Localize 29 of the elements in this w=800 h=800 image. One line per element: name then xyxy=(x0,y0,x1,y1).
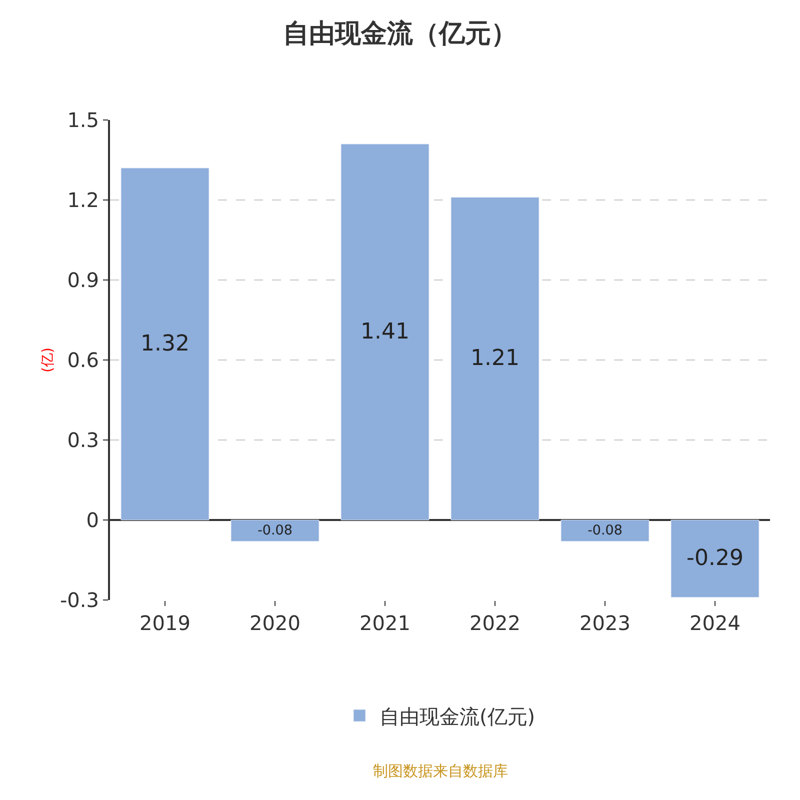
y-tick-label: 0.6 xyxy=(67,348,99,372)
data-label: -0.08 xyxy=(588,522,622,539)
x-tick-label: 2023 xyxy=(580,611,630,635)
bar xyxy=(450,197,540,520)
chart-title: 自由现金流（亿元） xyxy=(283,19,517,50)
y-tick-label: -0.3 xyxy=(60,588,99,612)
bar xyxy=(230,520,320,542)
x-tick-label: 2022 xyxy=(470,611,520,635)
data-label: -0.29 xyxy=(686,546,744,572)
bar xyxy=(670,520,760,598)
legend-label: 自由现金流(亿元) xyxy=(380,704,536,728)
bar xyxy=(120,168,210,520)
bar xyxy=(340,144,430,520)
x-tick-label: 2024 xyxy=(690,611,740,635)
y-tick-label: 0.9 xyxy=(67,268,99,292)
data-label: 1.32 xyxy=(140,332,190,356)
y-tick-label: 1.2 xyxy=(67,188,99,212)
data-label: -0.08 xyxy=(258,522,292,539)
x-tick-label: 2019 xyxy=(140,611,190,635)
text: 制图数据来自数据库 xyxy=(373,762,508,780)
y-axis-title: (亿) xyxy=(40,348,56,372)
y-tick-label: 1.5 xyxy=(67,108,99,132)
x-tick-label: 2021 xyxy=(360,611,410,635)
x-tick-label: 2020 xyxy=(250,611,300,635)
data-label: 1.41 xyxy=(360,320,410,344)
y-tick-label: 0 xyxy=(86,508,99,532)
y-tick-label: 0.3 xyxy=(67,428,99,452)
bar xyxy=(560,520,650,542)
data-label: 1.21 xyxy=(470,346,520,372)
